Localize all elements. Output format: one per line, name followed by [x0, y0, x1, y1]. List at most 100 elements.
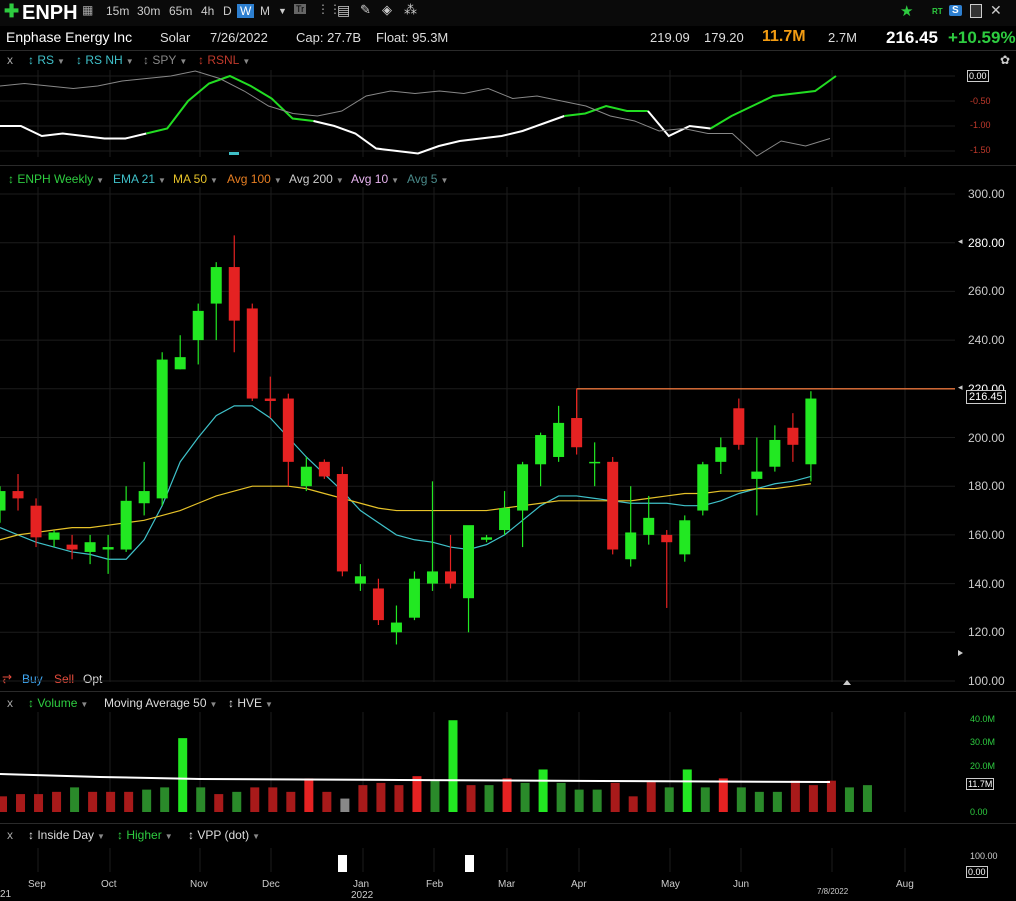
tf-65m[interactable]: 65m — [169, 4, 193, 18]
vpp-label[interactable]: ↕ VPP (dot) ▼ — [188, 828, 261, 842]
tf-w[interactable]: W — [237, 4, 255, 18]
candle-body — [733, 408, 745, 445]
pencil-icon[interactable]: ✎ — [360, 2, 371, 17]
rt-badge[interactable]: RT — [932, 7, 943, 16]
volume-bar — [466, 785, 476, 812]
volume-pane-close[interactable]: x — [7, 696, 13, 710]
tf-m[interactable]: M — [260, 4, 270, 18]
bottom-pane-close[interactable]: x — [7, 828, 13, 842]
opt-button[interactable]: Opt — [83, 672, 103, 686]
date: 7/26/2022 — [210, 30, 268, 45]
volume-bar — [502, 778, 512, 812]
rs-nh-label[interactable]: ↕ RS NH ▼ — [76, 53, 134, 67]
chart-type-icon[interactable]: ▦ — [82, 3, 94, 17]
ma50-volume-label[interactable]: Moving Average 50 ▼ — [104, 696, 218, 710]
avg10-label[interactable]: Avg 10 ▼ — [351, 172, 400, 186]
volume-bar — [160, 787, 170, 812]
rs-axis-2: -1.00 — [970, 120, 991, 130]
rs-label[interactable]: ↕ RS ▼ — [28, 53, 65, 67]
avg200-label[interactable]: Avg 200 ▼ — [289, 172, 344, 186]
axis-arrow-icon — [958, 650, 963, 656]
timeframe-dropdown-icon[interactable]: ▼ — [278, 6, 287, 16]
rs-line-white — [0, 125, 147, 140]
candle-body — [499, 508, 511, 531]
volume-bar — [214, 794, 224, 812]
higher-label[interactable]: ↕ Higher ▼ — [117, 828, 173, 842]
star-icon[interactable]: ★ — [900, 3, 914, 20]
candle-body — [445, 571, 456, 584]
close-icon[interactable]: ✕ — [990, 2, 1002, 18]
avg5-label[interactable]: Avg 5 ▼ — [407, 172, 449, 186]
s-badge[interactable]: S — [949, 5, 962, 16]
spy-label[interactable]: ↕ SPY ▼ — [143, 53, 188, 67]
tf-d[interactable]: D — [223, 4, 232, 18]
symbol-label[interactable]: ENPH — [22, 2, 78, 24]
text-tool-icon[interactable]: Tr — [294, 4, 307, 14]
volume-bar — [88, 791, 98, 812]
rs-line-green — [710, 75, 837, 130]
x-left-edge: 21 — [0, 889, 12, 900]
month-sep: Sep — [28, 879, 46, 890]
price-axis-label: 280.00 — [968, 235, 1005, 250]
calculator-icon[interactable]: ▤ — [337, 2, 351, 18]
candle-body — [264, 398, 276, 401]
candle-body — [535, 435, 547, 465]
avg-volume: 2.7M — [828, 30, 857, 45]
candle-body — [553, 422, 565, 457]
dots-icon[interactable]: ⋮⋮ — [317, 2, 341, 16]
vol-axis-0: 40.0M — [970, 714, 996, 724]
inside-day-label[interactable]: ↕ Inside Day ▼ — [28, 828, 105, 842]
rs-settings-icon[interactable]: ✿ — [1000, 53, 1011, 67]
month-jun: Jun — [733, 879, 750, 890]
layers-icon[interactable]: ◈ — [382, 2, 392, 17]
buy-button[interactable]: Buy — [22, 672, 43, 686]
tf-4h[interactable]: 4h — [201, 4, 215, 18]
candle-body — [48, 532, 60, 540]
tf-30m[interactable]: 30m — [137, 4, 161, 18]
minimize-icon[interactable] — [970, 4, 982, 18]
ema21-line — [0, 405, 812, 560]
candle-body — [228, 267, 240, 321]
volume-bar — [754, 791, 764, 812]
toolbar: ✚ ENPH ▦ 15m 30m 65m 4h D W M ▼ Tr ⋮⋮ ▤ … — [0, 0, 1016, 26]
candle-body — [571, 418, 583, 448]
price-axis-label: 200.00 — [968, 430, 1005, 445]
avg100-label[interactable]: Avg 100 ▼ — [227, 172, 282, 186]
volume-bar — [718, 778, 728, 812]
add-icon[interactable]: ✚ — [4, 1, 20, 21]
volume-bar — [286, 791, 296, 812]
trade-icon[interactable]: ⇄ — [2, 672, 13, 686]
rs-pane-close[interactable]: x — [7, 53, 13, 67]
sector: Solar — [160, 30, 191, 45]
ema21-label[interactable]: EMA 21 ▼ — [113, 172, 166, 186]
market-cap: Cap: 27.7B — [296, 30, 362, 45]
axis-arrow-icon: ◂ — [958, 235, 963, 246]
share-icon[interactable]: ⁂ — [404, 2, 417, 17]
month-may: May — [661, 879, 680, 890]
volume-bar — [358, 785, 368, 812]
tf-15m[interactable]: 15m — [106, 4, 130, 18]
ma50-label[interactable]: MA 50 ▼ — [173, 172, 218, 186]
volume-label[interactable]: ↕ Volume ▼ — [28, 696, 89, 710]
volume-bar — [340, 798, 350, 812]
candle-body — [0, 491, 6, 511]
inside-day-marker — [465, 855, 474, 872]
candle-body — [408, 578, 420, 618]
volume-bar — [556, 782, 566, 812]
rsnl-label[interactable]: ↕ RSNL ▼ — [198, 53, 251, 67]
month-oct: Oct — [101, 879, 117, 890]
candle-body — [174, 357, 186, 370]
divider — [0, 823, 1016, 824]
month-nov: Nov — [190, 879, 208, 890]
float: Float: 95.3M — [376, 30, 449, 45]
candle-body — [643, 517, 655, 535]
sell-button[interactable]: Sell — [54, 672, 75, 686]
scroll-up-icon — [843, 680, 851, 685]
hve-label[interactable]: ↕ HVE ▼ — [228, 696, 273, 710]
low-price: 179.20 — [704, 30, 744, 45]
symbol-weekly-label[interactable]: ↕ ENPH Weekly ▼ — [8, 172, 105, 186]
rs-axis-1: -0.50 — [970, 96, 991, 106]
candle-body — [390, 622, 402, 633]
candle-body — [661, 534, 673, 543]
